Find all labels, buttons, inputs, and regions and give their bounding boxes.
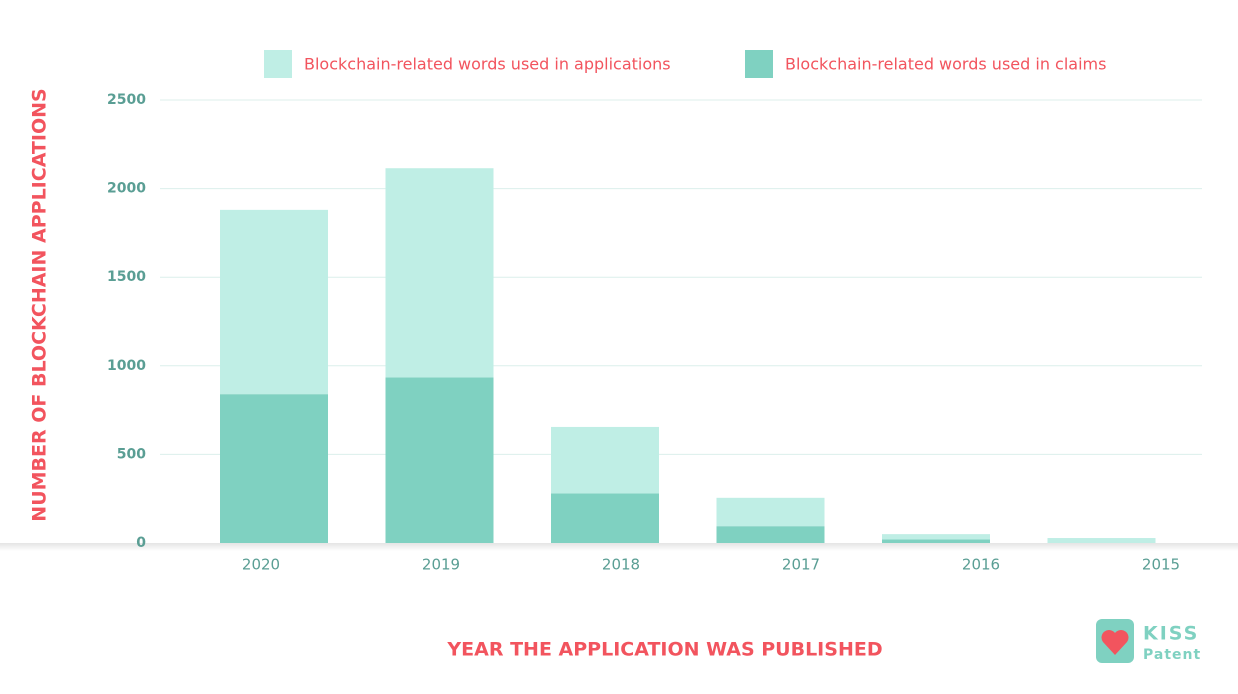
logo: KISS Patent [1096,619,1201,663]
legend-label: Blockchain-related words used in applica… [304,55,671,74]
y-axis-title: NUMBER OF BLOCKCHAIN APPLICATIONS [29,88,51,521]
y-tick-label: 2000 [107,181,146,197]
y-tick-label: 500 [117,446,146,462]
bar-segment [1047,538,1156,543]
baseline-shadow [0,543,1238,551]
x-tick-label: 2019 [422,556,460,574]
logo-text: Patent [1143,647,1201,663]
y-tick-label: 1000 [107,358,146,374]
x-tick-label: 2015 [1142,556,1180,574]
bar-segment [385,168,494,378]
bar-segment [385,377,494,543]
x-tick-label: 2020 [242,556,280,574]
logo-heart [1101,630,1129,655]
y-tick-label: 1500 [107,269,146,285]
logo-text: KISS [1143,623,1199,645]
x-tick-label: 2016 [962,556,1000,574]
y-tick-label: 0 [136,535,146,551]
bar-segment [220,394,328,543]
y-tick-label: 2500 [107,92,146,108]
bar-segment [716,497,825,527]
x-tick-label: 2018 [602,556,640,574]
bar-segment [220,209,328,395]
legend-swatch [264,50,292,78]
bar-segment [551,493,659,543]
bar-segment [882,534,990,540]
x-axis-title: YEAR THE APPLICATION WAS PUBLISHED [446,639,882,661]
x-tick-label: 2017 [782,556,820,574]
legend-label: Blockchain-related words used in claims [785,55,1106,74]
bar-segment [551,426,659,494]
legend-swatch [745,50,773,78]
bar-segment [882,539,990,543]
bar-segment [716,526,825,543]
